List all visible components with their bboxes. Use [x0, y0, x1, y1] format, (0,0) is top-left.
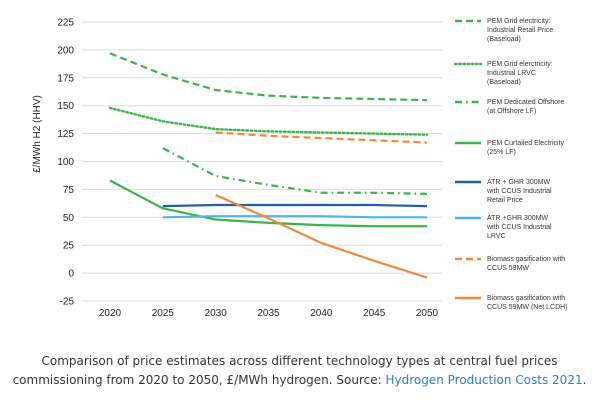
legend-entry-1: PEM Grid electricity: Industrial Retail P… — [455, 18, 553, 43]
x-tick-label: 2050 — [416, 308, 439, 319]
legend-label: LRVC — [487, 233, 506, 240]
legend-label: PEM Grid electricity: — [487, 18, 550, 25]
x-tick-labels: 2020 2025 2030 2035 2040 2045 2050 — [99, 308, 439, 319]
legend-label: Biomass gasification with — [487, 295, 565, 302]
x-tick-label: 2025 — [152, 308, 175, 319]
caption-line-1: Comparison of price estimates across dif… — [41, 354, 558, 368]
y-tick-label: 100 — [57, 157, 74, 168]
legend-label: ATR +GHR 300MW — [487, 215, 549, 222]
legend-entry-3: PEM Dedicated Offshore (at Offshore LF) — [455, 99, 564, 115]
legend-label: (Baseload) — [487, 79, 521, 86]
y-tick-label: 175 — [57, 73, 74, 84]
legend-entry-2: PEM Grid elerctricity: Industrial LRVC (Ba… — [453, 61, 553, 86]
legend-label: Retail Price — [487, 197, 523, 204]
y-tick-labels: 225 200 175 150 125 100 75 50 25 0 -25 — [57, 18, 74, 308]
y-tick-label: 125 — [57, 129, 74, 140]
legend-label: CCUS 59MW (Net LCDH) — [487, 304, 568, 311]
legend-entry-6: ATR +GHR 300MW with CCUS Industrial LRVC — [455, 215, 552, 240]
legend-label: with CCUS Industrial — [486, 188, 552, 195]
legend-entry-7: Biomass gasification with CCUS 59MW — [455, 256, 565, 272]
series-line-5 — [162, 203, 428, 208]
y-tick-label: 150 — [57, 101, 74, 112]
legend-label: (25% LF) — [487, 149, 516, 156]
series-line-7 — [215, 131, 428, 144]
x-tick-label: 2035 — [257, 308, 280, 319]
legend-label: Industrial Retail Price — [487, 27, 553, 34]
series-line-1 — [109, 52, 428, 102]
legend: PEM Grid electricity: Industrial Retail P… — [453, 18, 568, 311]
legend-label: ATR + GHR 300MW — [487, 179, 550, 186]
caption-suffix: . — [582, 373, 587, 387]
series-line-8 — [215, 193, 428, 279]
y-tick-label: 50 — [63, 213, 75, 224]
legend-label: (Baseload) — [487, 36, 521, 43]
y-tick-label: 225 — [57, 18, 74, 29]
legend-label: Biomass gasification with — [487, 256, 565, 263]
x-tick-label: 2030 — [205, 308, 228, 319]
legend-label: PEM Grid elerctricity: — [487, 61, 553, 68]
y-tick-label: 0 — [68, 269, 74, 280]
y-tick-label: 75 — [63, 185, 75, 196]
series-line-4 — [109, 179, 427, 228]
legend-entry-4: PEM Curtailed Electricity (25% LF) — [455, 140, 565, 156]
legend-entry-5: ATR + GHR 300MW with CCUS Industrial Retai… — [455, 179, 552, 204]
caption-line-2: commissioning from 2020 to 2050, £/MWh h… — [0, 371, 599, 390]
caption-prefix: commissioning from 2020 to 2050, £/MWh h… — [12, 373, 386, 387]
series-line-6 — [162, 215, 427, 219]
legend-label: with CCUS Industrial — [486, 224, 552, 231]
figure-caption: Comparison of price estimates across dif… — [0, 352, 599, 390]
y-tick-label: 200 — [57, 45, 74, 56]
x-tick-label: 2020 — [99, 308, 122, 319]
y-tick-label: 25 — [63, 241, 75, 252]
gridlines — [82, 21, 442, 302]
y-axis-label: £/MWh H2 (HHV) — [32, 95, 43, 173]
series-lines — [108, 52, 429, 279]
series-line-2 — [108, 106, 429, 136]
legend-label: Industrial LRVC — [487, 70, 536, 77]
legend-label: CCUS 59MW — [487, 265, 529, 272]
source-link[interactable]: Hydrogen Production Costs 2021 — [385, 373, 583, 387]
chart: 225 200 175 150 125 100 75 50 25 0 -25 2020 2025 203… — [32, 18, 568, 320]
legend-label: PEM Dedicated Offshore — [487, 99, 564, 106]
x-tick-label: 2045 — [363, 308, 386, 319]
legend-entry-8: Biomass gasification with CCUS 59MW (Net … — [455, 295, 568, 311]
y-tick-label: -25 — [60, 297, 75, 308]
legend-label: PEM Curtailed Electricity — [487, 140, 565, 147]
legend-label: (at Offshore LF) — [487, 108, 536, 115]
series-line-3 — [162, 147, 428, 195]
x-tick-label: 2040 — [310, 308, 333, 319]
